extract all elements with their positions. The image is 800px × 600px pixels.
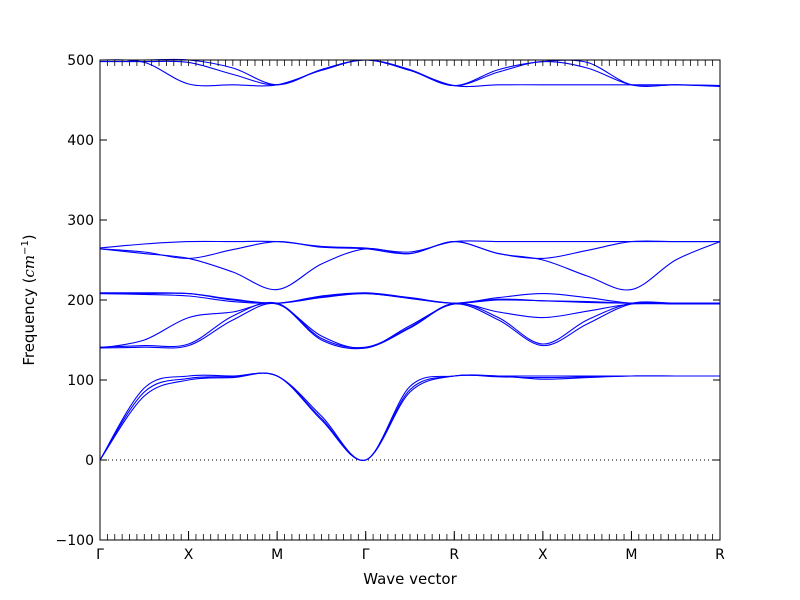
y-axis-label: Frequency (cm−1) — [20, 234, 38, 365]
band-line-9 — [99, 292, 720, 304]
y-tick-label: 500 — [67, 53, 94, 69]
y-tick-label: 100 — [67, 373, 94, 389]
y-tick-label: 300 — [67, 213, 94, 229]
y-axis-label-prefix: Frequency ( — [20, 278, 38, 366]
plot-frame — [99, 59, 721, 541]
plot-area — [99, 58, 721, 461]
band-line-5 — [99, 302, 720, 349]
band-line-6 — [99, 301, 720, 349]
band-line-8 — [99, 293, 720, 305]
band-line-13 — [99, 59, 721, 87]
y-tick-label: 200 — [67, 293, 94, 309]
band-line-12 — [99, 240, 720, 253]
minor-ticks — [99, 60, 721, 540]
x-tick-label: M — [271, 547, 283, 563]
y-axis-label-unit: cm — [20, 255, 38, 278]
x-tick-label: X — [184, 547, 194, 563]
x-tick-label: X — [538, 547, 548, 563]
y-axis: −100 0 100 200 300 400 500 — [56, 53, 720, 549]
band-line-4 — [99, 301, 720, 350]
x-tick-label: M — [625, 547, 637, 563]
x-tick-label: Γ — [362, 547, 370, 563]
x-axis-label: Wave vector — [363, 570, 457, 588]
y-axis-label-suffix: ) — [20, 234, 38, 240]
y-axis-label-exponent: −1 — [20, 240, 31, 255]
y-tick-label: 0 — [85, 453, 94, 469]
x-tick-label: Γ — [96, 547, 104, 563]
band-line-15 — [100, 58, 721, 88]
x-tick-label: R — [715, 547, 725, 563]
band-line-11 — [99, 240, 720, 260]
x-tick-label: R — [449, 547, 459, 563]
band-line-3 — [99, 372, 720, 461]
y-tick-label: 400 — [67, 133, 94, 149]
y-tick-label: −100 — [56, 533, 94, 549]
